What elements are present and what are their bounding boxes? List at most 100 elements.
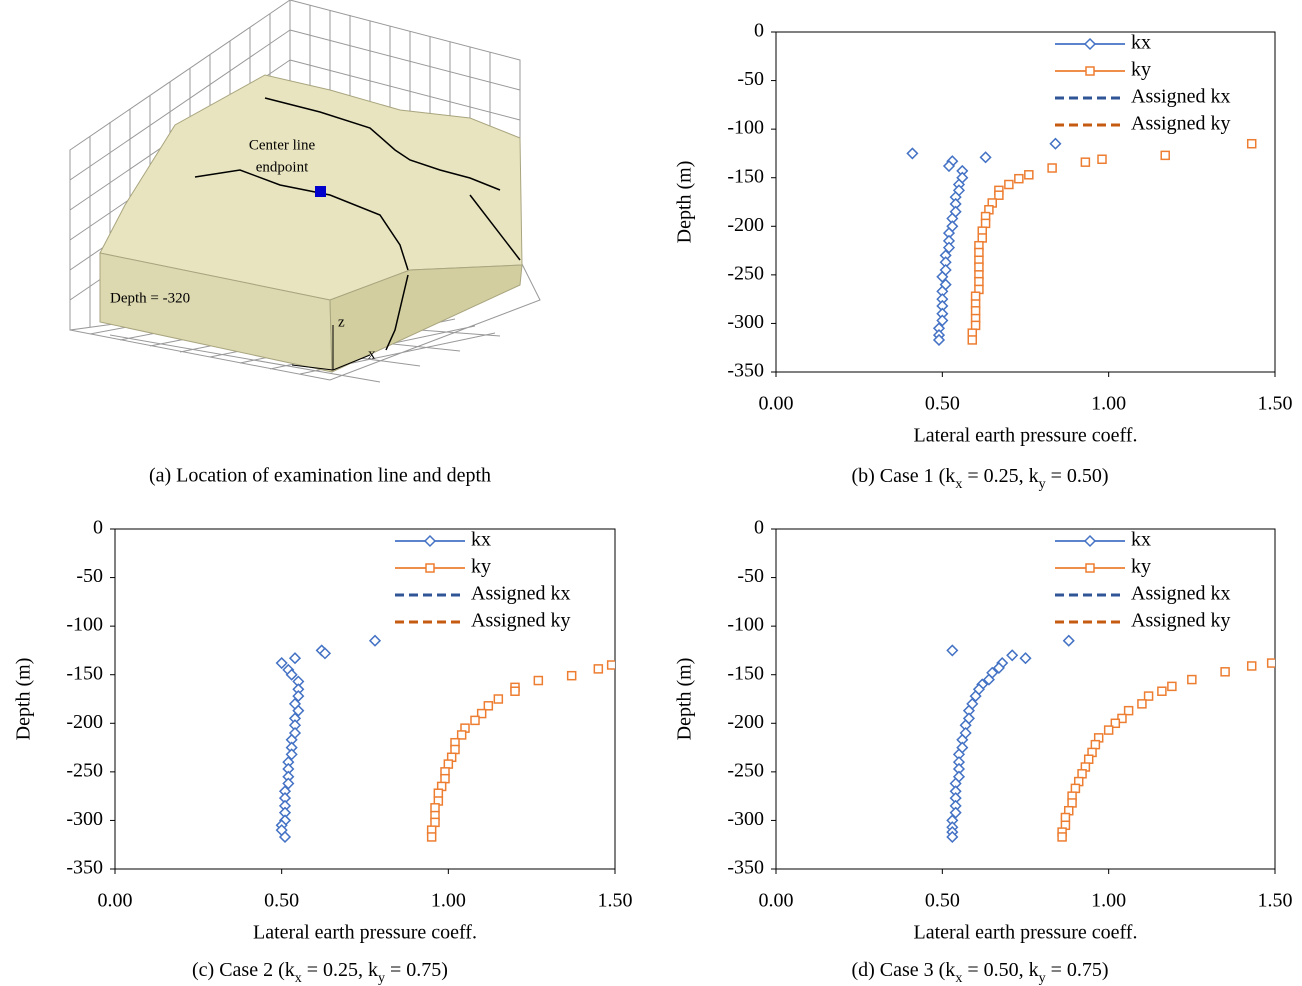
marker [946, 830, 959, 844]
y-tick-label: -300 [66, 808, 103, 830]
marker [430, 817, 440, 828]
y-tick-label: 0 [754, 20, 764, 42]
series-group [275, 634, 787, 844]
legend-label: Assigned kx [1131, 86, 1230, 108]
marker [1103, 725, 1114, 735]
y-tick-label: 0 [754, 517, 764, 539]
marker [979, 151, 992, 164]
marker [285, 748, 298, 761]
marker [450, 744, 460, 755]
marker [970, 306, 981, 316]
caption-part: x [955, 971, 962, 986]
y-tick-label: -50 [737, 68, 764, 90]
marker [967, 335, 978, 345]
marker [292, 704, 305, 717]
panel-a: Center line endpoint Depth = -320 z x (a… [69, 0, 541, 487]
marker [593, 664, 604, 674]
x-tick-label: 1.50 [1258, 393, 1293, 415]
x-axis-label: Lateral earth pressure coeff. [914, 922, 1138, 944]
caption-part: y [1039, 477, 1046, 492]
legend-label: ky [1131, 556, 1151, 578]
caption: (d) Case 3 (kx = 0.50, ky = 0.75) [851, 959, 1108, 986]
marker [285, 668, 298, 681]
marker [1083, 754, 1094, 764]
axis-label: x [368, 346, 376, 362]
x-tick-label: 1.00 [431, 890, 466, 912]
y-tick-label: -50 [737, 565, 764, 587]
x-tick-label: 0.00 [759, 393, 794, 415]
marker [483, 701, 494, 711]
caption-part: x [295, 971, 302, 986]
marker [1085, 563, 1095, 573]
marker [936, 314, 949, 327]
caption-part: = 0.75) [1046, 959, 1109, 981]
caption-part: x [955, 477, 962, 492]
marker [476, 708, 487, 719]
y-tick-label: -300 [727, 808, 764, 830]
marker [906, 147, 919, 160]
chart: 0 -50 -100 -150 -200 -250 -300 -350 0.00 0.50 1.00… [13, 517, 787, 986]
marker [1167, 681, 1177, 692]
plot-frame [775, 528, 1276, 870]
marker [443, 759, 454, 769]
marker [1049, 137, 1062, 150]
marker [977, 233, 988, 243]
caption-part: = 0.50, k [962, 959, 1038, 981]
marker [278, 830, 292, 844]
marker [1220, 667, 1230, 677]
marker [1123, 705, 1134, 716]
y-tick-label: -150 [66, 662, 103, 684]
marker [1057, 832, 1067, 842]
marker [1060, 812, 1071, 823]
x-axis-label: Lateral earth pressure coeff. [914, 425, 1138, 447]
marker [1110, 718, 1121, 729]
endpoint-marker [315, 186, 326, 197]
caption-part: = 0.25, k [302, 959, 378, 981]
marker [1090, 739, 1101, 750]
marker [533, 675, 544, 686]
y-tick-label: 0 [93, 517, 103, 539]
marker [942, 241, 956, 254]
annotation: Center line [249, 137, 316, 153]
plot-frame [775, 31, 1276, 373]
x-tick-label: 0.50 [925, 890, 960, 912]
caption-part: (d) Case 3 (k [851, 959, 955, 981]
x-tick-label: 0.00 [98, 890, 133, 912]
marker [1006, 649, 1019, 662]
marker [1083, 37, 1097, 51]
chart: 0 -50 -100 -150 -200 -250 -300 -350 0.00 0.50 1.00… [674, 20, 1293, 492]
marker [1266, 658, 1275, 668]
marker [318, 647, 332, 660]
y-tick-label: -350 [727, 857, 764, 879]
x-tick-label: 0.00 [759, 890, 794, 912]
y-tick-label: -350 [66, 857, 103, 879]
x-axis-label: Lateral earth pressure coeff. [253, 922, 477, 944]
marker [292, 690, 305, 703]
marker [1143, 691, 1154, 701]
y-tick-label: -200 [727, 711, 764, 733]
y-axis-label: Depth (m) [674, 658, 696, 741]
y-tick-label: -350 [727, 360, 764, 382]
marker [1246, 138, 1257, 149]
y-tick-label: -150 [727, 662, 764, 684]
legend-label: kx [1131, 529, 1151, 551]
marker [1024, 170, 1034, 180]
legend-label: Assigned kx [471, 583, 570, 605]
legend-label: kx [471, 529, 491, 551]
marker [566, 670, 577, 681]
marker [1083, 534, 1097, 548]
y-tick-label: -50 [76, 565, 103, 587]
marker [777, 639, 787, 649]
marker [1047, 163, 1057, 173]
marker [980, 218, 991, 229]
terrain-side [329, 264, 523, 373]
marker [288, 652, 302, 665]
caption-part: = 0.75) [385, 959, 448, 981]
marker [1080, 157, 1091, 167]
series-group [946, 634, 1275, 844]
marker [425, 563, 435, 573]
marker [1019, 652, 1032, 665]
marker [974, 247, 984, 258]
caption-part: y [378, 971, 385, 986]
